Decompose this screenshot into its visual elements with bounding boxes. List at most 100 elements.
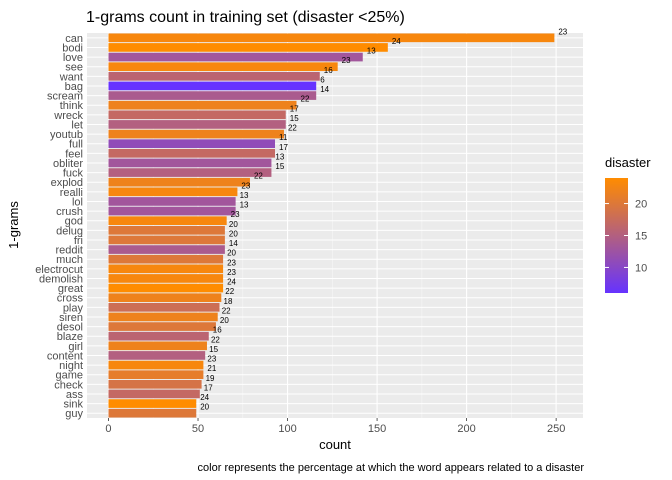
bar-youtub bbox=[108, 129, 284, 139]
value-label-ass: 17 bbox=[204, 383, 213, 392]
legend-tick-label-20: 20 bbox=[635, 199, 647, 211]
bar-feel bbox=[108, 148, 276, 158]
value-label-siren: 22 bbox=[222, 306, 231, 315]
bar-let bbox=[108, 120, 286, 129]
bar-night bbox=[108, 360, 204, 370]
value-label-full: 11 bbox=[279, 133, 288, 142]
bar-love bbox=[108, 52, 363, 62]
legend-colorbar bbox=[605, 178, 628, 293]
y-tick-label-let: let bbox=[71, 119, 83, 131]
value-label-wreck: 17 bbox=[290, 104, 299, 113]
bar-desol bbox=[108, 322, 216, 331]
y-tick-label-crush: crush bbox=[56, 206, 83, 218]
value-label-game: 21 bbox=[207, 364, 216, 373]
bar-great bbox=[108, 283, 224, 293]
bar-fri bbox=[108, 235, 225, 245]
y-tick-label-fri: fri bbox=[74, 235, 83, 247]
value-label-let: 15 bbox=[290, 114, 299, 123]
y-tick-label-think: think bbox=[60, 100, 84, 112]
value-label-cross: 22 bbox=[225, 287, 234, 296]
value-label-explod: 22 bbox=[254, 172, 263, 181]
y-tick-label-electrocut: electrocut bbox=[35, 264, 83, 276]
bar-realli bbox=[108, 187, 238, 197]
y-tick-label-obliter: obliter bbox=[53, 158, 83, 170]
bar-full bbox=[108, 139, 276, 149]
value-label-lol: 13 bbox=[240, 191, 249, 200]
y-tick-label-realli: realli bbox=[60, 187, 83, 199]
value-label-crush: 13 bbox=[240, 201, 249, 210]
bar-demolish bbox=[108, 274, 224, 283]
y-tick-label-guy: guy bbox=[65, 408, 83, 420]
bar-check bbox=[108, 379, 202, 389]
y-tick-label-check: check bbox=[54, 379, 83, 391]
bar-fuck bbox=[108, 168, 272, 177]
bar-content bbox=[108, 351, 206, 360]
value-label-blaze: 16 bbox=[213, 326, 222, 335]
bar-obliter bbox=[108, 158, 272, 168]
bar-bodi bbox=[108, 43, 388, 52]
bar-delug bbox=[108, 225, 225, 235]
value-label-night: 23 bbox=[207, 355, 216, 364]
value-labels: 2324132316614221715221117131522231313232… bbox=[200, 27, 568, 411]
y-tick-label-girl: girl bbox=[68, 341, 83, 353]
value-label-play: 18 bbox=[224, 297, 233, 306]
x-tick-label-250: 250 bbox=[547, 423, 565, 435]
y-tick-label-see: see bbox=[65, 62, 83, 74]
y-tick-label-play: play bbox=[63, 302, 84, 314]
x-tick-label-100: 100 bbox=[278, 423, 296, 435]
y-tick-label-feel: feel bbox=[65, 148, 83, 160]
bar-blaze bbox=[108, 331, 209, 341]
bar-sink bbox=[108, 399, 197, 408]
y-tick-label-much: much bbox=[56, 254, 83, 266]
bar-ass bbox=[108, 389, 200, 399]
bar-explod bbox=[108, 177, 250, 187]
y-tick-label-love: love bbox=[63, 52, 83, 64]
y-tick-label-can: can bbox=[65, 33, 83, 45]
y-tick-labels: canbodiloveseewantbagscreamthinkwrecklet… bbox=[35, 33, 83, 420]
bar-wreck bbox=[108, 110, 286, 120]
value-label-feel: 17 bbox=[279, 143, 288, 152]
bar-girl bbox=[108, 341, 207, 351]
x-axis-title: count bbox=[319, 437, 351, 452]
value-label-reddit: 14 bbox=[229, 239, 238, 248]
plot-panel bbox=[87, 33, 583, 418]
y-tick-label-great: great bbox=[58, 283, 83, 295]
value-label-bag: 6 bbox=[320, 75, 325, 84]
legend-ticks: 10 15 20 bbox=[605, 199, 647, 274]
bar-see bbox=[108, 62, 338, 72]
value-label-can: 23 bbox=[558, 27, 567, 36]
bar-play bbox=[108, 302, 220, 312]
legend-tick-label-15: 15 bbox=[635, 231, 647, 243]
y-tick-label-fuck: fuck bbox=[63, 168, 84, 180]
bar-crush bbox=[108, 206, 236, 216]
x-tick-labels: 0 50 100 150 200 250 bbox=[105, 418, 565, 435]
value-label-girl: 22 bbox=[211, 335, 220, 344]
bar-game bbox=[108, 370, 204, 380]
y-tick-label-youtub: youtub bbox=[50, 129, 83, 141]
y-tick-label-wreck: wreck bbox=[53, 110, 83, 122]
value-label-love: 13 bbox=[367, 47, 376, 56]
y-tick-label-bag: bag bbox=[65, 81, 83, 93]
value-label-obliter: 13 bbox=[275, 152, 284, 161]
bar-siren bbox=[108, 312, 218, 322]
y-tick-label-lol: lol bbox=[72, 196, 83, 208]
value-label-guy: 20 bbox=[200, 403, 209, 412]
y-tick-label-blaze: blaze bbox=[57, 331, 83, 343]
bar-much bbox=[108, 254, 224, 264]
legend-tick-label-10: 10 bbox=[635, 262, 647, 274]
bar-want bbox=[108, 71, 320, 81]
y-tick-label-god: god bbox=[65, 216, 83, 228]
value-label-youtub: 22 bbox=[288, 124, 297, 133]
value-label-scream: 14 bbox=[320, 85, 329, 94]
value-label-fuck: 15 bbox=[275, 162, 284, 171]
value-label-much: 20 bbox=[227, 249, 236, 258]
chart-title: 1-grams count in training set (disaster … bbox=[86, 9, 405, 26]
y-tick-label-full: full bbox=[69, 139, 83, 151]
bar-can bbox=[108, 33, 555, 43]
x-tick-label-0: 0 bbox=[105, 423, 111, 435]
value-label-great: 24 bbox=[227, 278, 236, 287]
value-label-check: 19 bbox=[206, 374, 215, 383]
legend: disaster 10 15 20 bbox=[605, 155, 651, 293]
y-tick-label-night: night bbox=[59, 360, 83, 372]
